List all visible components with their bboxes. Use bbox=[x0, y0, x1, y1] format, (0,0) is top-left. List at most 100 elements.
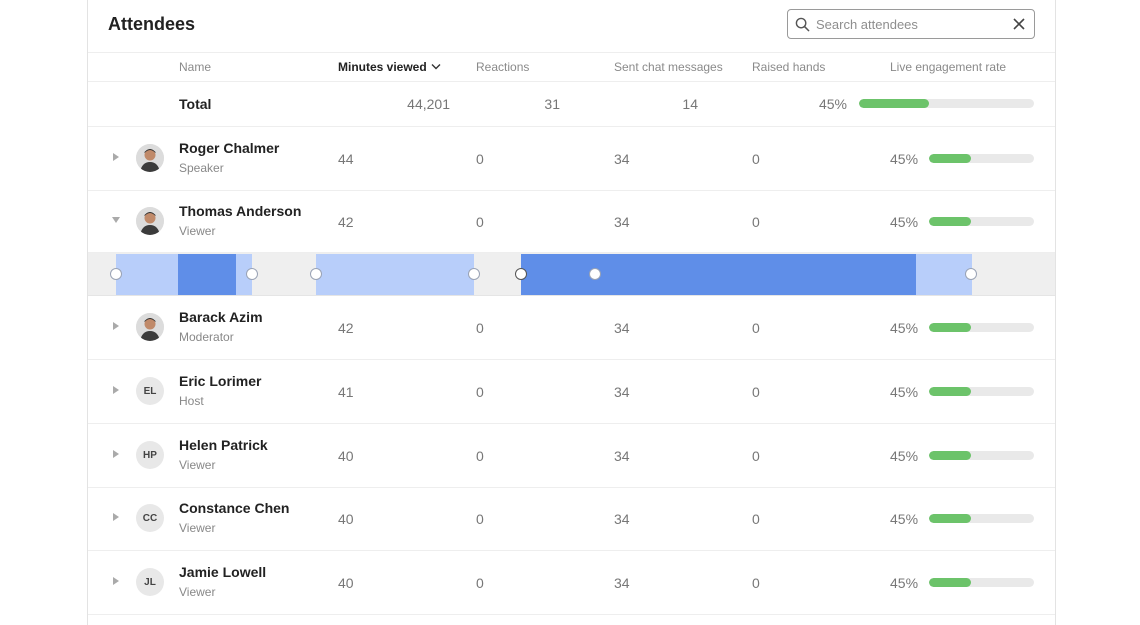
reactions-count: 0 bbox=[476, 384, 484, 400]
triangle-right-icon[interactable] bbox=[110, 384, 122, 396]
chat-count: 34 bbox=[614, 384, 630, 400]
triangle-right-icon[interactable] bbox=[110, 448, 122, 460]
chat-count: 34 bbox=[614, 320, 630, 336]
attendee-name[interactable]: Thomas Anderson bbox=[179, 203, 302, 219]
triangle-right-icon[interactable] bbox=[110, 151, 122, 163]
attendee-role: Speaker bbox=[179, 161, 224, 175]
viewing-timeline bbox=[88, 253, 1055, 296]
timeline-handle[interactable] bbox=[468, 268, 480, 280]
engagement-bar bbox=[929, 323, 1034, 332]
raised-hands-count: 0 bbox=[752, 214, 760, 230]
minutes-viewed: 40 bbox=[338, 511, 354, 527]
engagement-fill bbox=[929, 514, 971, 523]
attendees-panel: Attendees Name Minutes viewed Reactions … bbox=[87, 0, 1056, 625]
engagement-rate-text: 45% bbox=[890, 214, 919, 230]
timeline-segment-active[interactable] bbox=[178, 254, 236, 295]
avatar: JL bbox=[136, 568, 164, 596]
column-header-chat[interactable]: Sent chat messages bbox=[614, 60, 723, 74]
minutes-viewed: 44 bbox=[338, 151, 354, 167]
engagement-fill bbox=[929, 578, 971, 587]
engagement-fill bbox=[929, 154, 971, 163]
chat-count: 34 bbox=[614, 214, 630, 230]
attendee-name[interactable]: Roger Chalmer bbox=[179, 140, 280, 156]
attendee-role: Host bbox=[179, 394, 204, 408]
timeline-handle[interactable] bbox=[310, 268, 322, 280]
close-icon[interactable] bbox=[1004, 10, 1034, 38]
timeline-segment-active[interactable] bbox=[521, 254, 916, 295]
engagement-fill bbox=[929, 387, 971, 396]
engagement-rate-text: 45% bbox=[890, 384, 919, 400]
avatar-photo bbox=[136, 144, 164, 172]
search-input[interactable] bbox=[816, 16, 1004, 32]
column-header-hands[interactable]: Raised hands bbox=[752, 60, 826, 74]
attendee-name[interactable]: Helen Patrick bbox=[179, 437, 268, 453]
engagement-bar bbox=[929, 451, 1034, 460]
attendee-row[interactable]: Barack Azim Moderator 42 0 34 0 45% bbox=[88, 296, 1055, 360]
search-box[interactable] bbox=[787, 9, 1035, 39]
attendee-row[interactable]: Roger Chalmer Speaker 44 0 34 0 45% bbox=[88, 127, 1055, 191]
search-icon bbox=[788, 10, 816, 38]
engagement-rate-text: 45% bbox=[890, 511, 919, 527]
attendee-role: Moderator bbox=[179, 330, 234, 344]
column-header-reactions[interactable]: Reactions bbox=[476, 60, 530, 74]
reactions-count: 0 bbox=[476, 511, 484, 527]
column-header-minutes[interactable]: Minutes viewed bbox=[338, 60, 441, 74]
engagement-fill bbox=[929, 217, 971, 226]
avatar-initials: EL bbox=[143, 385, 157, 397]
avatar-photo bbox=[136, 313, 164, 341]
chat-count: 34 bbox=[614, 151, 630, 167]
engagement-fill bbox=[929, 323, 971, 332]
timeline-handle[interactable] bbox=[589, 268, 601, 280]
column-header-engagement[interactable]: Live engagement rate bbox=[890, 60, 1007, 74]
chat-count: 34 bbox=[614, 448, 630, 464]
engagement-rate-text: 45% bbox=[890, 151, 919, 167]
timeline-segment[interactable] bbox=[316, 254, 474, 295]
attendee-row[interactable]: CC Constance Chen Viewer 40 0 34 0 45% bbox=[88, 487, 1055, 551]
total-chat: 14 bbox=[682, 96, 698, 112]
chat-count: 34 bbox=[614, 511, 630, 527]
total-reactions: 31 bbox=[544, 96, 560, 112]
engagement-fill bbox=[929, 451, 971, 460]
total-minutes: 44,201 bbox=[407, 96, 450, 112]
avatar: HP bbox=[136, 441, 164, 469]
minutes-viewed: 40 bbox=[338, 575, 354, 591]
attendee-role: Viewer bbox=[179, 458, 216, 472]
engagement-bar bbox=[929, 154, 1034, 163]
attendee-name[interactable]: Eric Lorimer bbox=[179, 373, 262, 389]
engagement-bar bbox=[929, 514, 1034, 523]
raised-hands-count: 0 bbox=[752, 384, 760, 400]
total-label: Total bbox=[179, 96, 212, 112]
avatar bbox=[136, 313, 164, 341]
triangle-right-icon[interactable] bbox=[110, 511, 122, 523]
timeline-handle[interactable] bbox=[246, 268, 258, 280]
total-row: Total 44,201 31 14 45% bbox=[88, 82, 1055, 127]
avatar bbox=[136, 144, 164, 172]
raised-hands-count: 0 bbox=[752, 511, 760, 527]
timeline-handle[interactable] bbox=[515, 268, 527, 280]
avatar-initials: JL bbox=[144, 576, 156, 588]
attendee-name[interactable]: Constance Chen bbox=[179, 500, 290, 516]
attendee-row[interactable]: JL Jamie Lowell Viewer 40 0 34 0 45% bbox=[88, 551, 1055, 615]
reactions-count: 0 bbox=[476, 151, 484, 167]
total-engagement-text: 45% bbox=[818, 96, 847, 112]
attendee-name[interactable]: Barack Azim bbox=[179, 309, 263, 325]
engagement-bar bbox=[929, 217, 1034, 226]
attendee-row[interactable]: HP Helen Patrick Viewer 40 0 34 0 45% bbox=[88, 424, 1055, 488]
timeline-handle[interactable] bbox=[965, 268, 977, 280]
column-header-name[interactable]: Name bbox=[179, 60, 212, 74]
minutes-viewed: 40 bbox=[338, 448, 354, 464]
engagement-rate-text: 45% bbox=[890, 448, 919, 464]
triangle-down-icon[interactable] bbox=[110, 214, 122, 226]
attendee-role: Viewer bbox=[179, 585, 216, 599]
reactions-count: 0 bbox=[476, 214, 484, 230]
attendee-role: Viewer bbox=[179, 521, 216, 535]
attendee-name[interactable]: Jamie Lowell bbox=[179, 564, 267, 580]
triangle-right-icon[interactable] bbox=[110, 320, 122, 332]
attendee-row[interactable]: Thomas Anderson Viewer 42 0 34 0 45% bbox=[88, 190, 1055, 253]
avatar-initials: HP bbox=[143, 449, 157, 461]
attendee-role: Viewer bbox=[179, 224, 216, 238]
avatar-photo bbox=[136, 207, 164, 235]
timeline-handle[interactable] bbox=[110, 268, 122, 280]
attendee-row[interactable]: EL Eric Lorimer Host 41 0 34 0 45% bbox=[88, 360, 1055, 424]
triangle-right-icon[interactable] bbox=[110, 575, 122, 587]
